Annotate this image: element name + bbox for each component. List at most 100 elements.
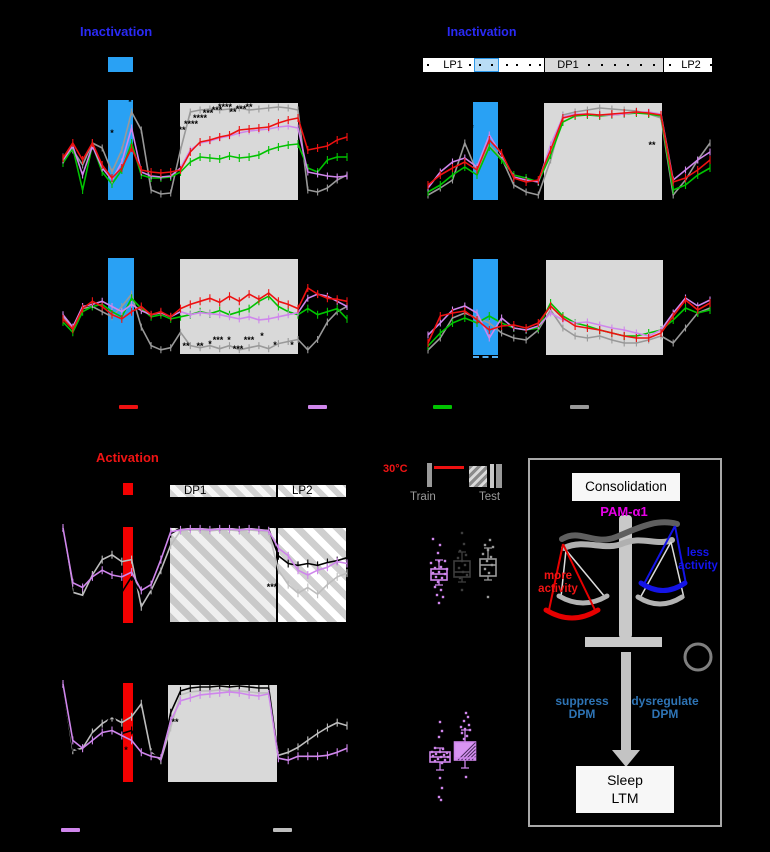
boxplot-top-violet-whiskers bbox=[435, 559, 443, 586]
boxplot-top-violet-point bbox=[434, 575, 438, 579]
timeline-tick-dot bbox=[588, 64, 590, 66]
arrow-head bbox=[612, 750, 640, 767]
timeline-tick-dot bbox=[506, 64, 508, 66]
inactivation-night-right-errorbars-violet bbox=[427, 294, 711, 342]
significance-asterisks: ** bbox=[171, 717, 179, 727]
inactivation-sleep-top-left-line-red bbox=[62, 117, 348, 179]
significance-asterisks: *** bbox=[267, 582, 278, 592]
activation-sleep-top: *** bbox=[62, 523, 348, 611]
test-bar-light-icon bbox=[490, 464, 494, 488]
boxplot-bottom-violet-hatched-point bbox=[462, 737, 466, 741]
sleep-ltm-box: Sleep LTM bbox=[576, 766, 674, 813]
significance-asterisks: * bbox=[227, 335, 231, 345]
timeline-label-lp2: LP2 bbox=[681, 59, 701, 71]
activation-sleep-bottom: *** bbox=[62, 680, 348, 765]
test-chamber-icon bbox=[469, 466, 487, 487]
activation-sleep-bottom-line-black bbox=[62, 685, 348, 759]
boxplot-top-darkgray-whiskers bbox=[458, 551, 466, 583]
boxplot-bottom-violet-open-point bbox=[433, 746, 437, 750]
inactivation-night-right-line-red bbox=[427, 299, 711, 344]
inactivation-night-left-line-red bbox=[62, 287, 348, 330]
boxplot-top-lightgray-point bbox=[483, 543, 487, 547]
significance-asterisks: **** bbox=[193, 113, 208, 123]
right-gray-pan bbox=[635, 594, 685, 607]
significance-asterisks: **** bbox=[184, 119, 199, 129]
left-gray-pan bbox=[556, 593, 610, 606]
significance-asterisks: * bbox=[273, 340, 277, 350]
temperature-label: 30°C bbox=[383, 463, 408, 475]
significance-asterisks: ** bbox=[178, 125, 186, 135]
boxplot-top-lightgray-point bbox=[485, 559, 489, 563]
boxplot-top-darkgray-point bbox=[460, 531, 464, 535]
boxplot-bottom-violet-open-point bbox=[436, 757, 440, 761]
timeline-tick-dot bbox=[539, 64, 541, 66]
boxplot-top-darkgray-box bbox=[453, 560, 471, 578]
legend-line-swatch bbox=[433, 405, 452, 409]
significance-asterisks: **** bbox=[218, 102, 233, 112]
inactivation-sleep-top-left-line-green bbox=[62, 142, 347, 191]
boxplot-top-darkgray-point bbox=[458, 549, 462, 553]
boxplot-bottom-violet-open-point bbox=[437, 795, 441, 799]
zeitgeber-timeline-bar: LP1 DP1 LP2 bbox=[422, 57, 713, 73]
red-band bbox=[123, 483, 133, 495]
timeline-tick-dot bbox=[653, 64, 655, 66]
inactivation-window-dashed-marker bbox=[473, 356, 498, 358]
inactivation-sleep-top-right-line-red bbox=[427, 111, 711, 186]
boxplot-top-darkgray-point bbox=[464, 553, 468, 557]
boxplot-top-violet-point bbox=[441, 595, 445, 599]
boxplot-top bbox=[429, 531, 497, 605]
timeline-tick-dot bbox=[614, 64, 616, 66]
boxplot-top-darkgray-point bbox=[462, 542, 466, 546]
boxplot-top-violet-point bbox=[437, 601, 441, 605]
significance-asterisks: * bbox=[110, 128, 114, 138]
timeline-tick-dot bbox=[516, 64, 518, 66]
boxplot-bottom-violet-open-point bbox=[440, 761, 444, 765]
timeline-inactivation-window bbox=[474, 58, 499, 72]
boxplot-bottom bbox=[429, 711, 477, 802]
red-band bbox=[123, 527, 133, 623]
significance-asterisks: ** bbox=[648, 140, 656, 150]
boxplot-top-lightgray-point bbox=[491, 545, 495, 549]
boxplot-top-lightgray-box bbox=[479, 558, 497, 577]
boxplot-top-lightgray-point bbox=[486, 595, 490, 599]
boxplot-bottom-violet-open-point bbox=[437, 735, 441, 739]
boxplot-bottom-violet-hatched-whiskers bbox=[461, 729, 469, 769]
significance-asterisks: * bbox=[124, 745, 128, 755]
scale-beam-level bbox=[561, 537, 675, 551]
significance-asterisks: *** bbox=[212, 105, 223, 115]
test-bar-dark-icon bbox=[496, 464, 502, 488]
boxplot-top-violet-point bbox=[436, 551, 440, 555]
boxplot-bottom-violet-open-point bbox=[445, 751, 449, 755]
timeline-tick-dot bbox=[479, 64, 481, 66]
boxplot-top-darkgray-point bbox=[456, 556, 460, 560]
boxplot-bottom-violet-open-point bbox=[438, 776, 442, 780]
inactivation-night-left-line-violet bbox=[62, 293, 348, 328]
boxplot-top-violet-point bbox=[437, 570, 441, 574]
boxplot-bottom-violet-hatched-point bbox=[463, 727, 467, 731]
activation-sleep-top-line-lightgray bbox=[62, 529, 348, 608]
boxplot-top-violet-point bbox=[431, 537, 435, 541]
boxplot-bottom-violet-open-whiskers bbox=[436, 747, 444, 771]
boxplot-bottom-violet-hatched-point bbox=[460, 731, 464, 735]
boxplot-bottom-violet-open-point bbox=[431, 754, 435, 758]
period-header-dp1: DP1 bbox=[169, 484, 277, 498]
activation-sleep-top-line-black bbox=[62, 526, 348, 601]
boxplot-bottom-violet-hatched-hatch bbox=[457, 742, 476, 761]
boxplot-top-violet-point bbox=[439, 588, 443, 592]
circle-icon bbox=[683, 642, 713, 672]
activation-sleep-top-line-violet bbox=[62, 527, 348, 592]
model-diagram-frame bbox=[528, 458, 722, 827]
boxplot-top-violet-point bbox=[435, 593, 439, 597]
boxplot-bottom-violet-open-point bbox=[434, 752, 438, 756]
boxplot-bottom-violet-hatched-point bbox=[459, 725, 463, 729]
boxplot-top-darkgray-point bbox=[458, 576, 462, 580]
timeline-label-dp1: DP1 bbox=[557, 59, 579, 71]
significance-asterisks: ** bbox=[229, 107, 237, 117]
blue-band bbox=[473, 259, 498, 355]
gray-band bbox=[546, 260, 663, 355]
boxplot-bottom-violet-hatched-point bbox=[464, 775, 468, 779]
legend-line-swatch bbox=[119, 405, 138, 409]
activation-sleep-bottom-line-lightgray bbox=[62, 685, 348, 761]
significance-asterisks: ** bbox=[182, 341, 190, 351]
boxplot-bottom-violet-open-point bbox=[440, 729, 444, 733]
